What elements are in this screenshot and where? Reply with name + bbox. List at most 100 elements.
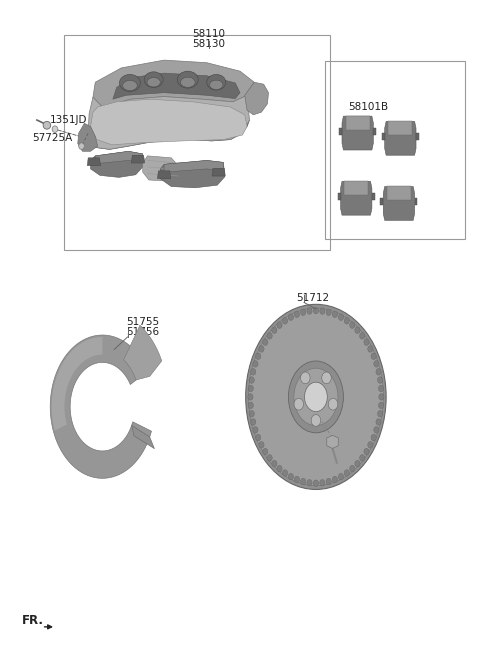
- Ellipse shape: [360, 332, 365, 339]
- Ellipse shape: [272, 461, 277, 467]
- Ellipse shape: [368, 442, 373, 448]
- Polygon shape: [384, 187, 415, 220]
- Ellipse shape: [320, 480, 325, 486]
- Polygon shape: [382, 133, 384, 140]
- Polygon shape: [157, 171, 171, 179]
- Polygon shape: [342, 116, 373, 150]
- Polygon shape: [341, 181, 372, 215]
- Ellipse shape: [178, 71, 198, 88]
- Ellipse shape: [263, 339, 268, 346]
- Ellipse shape: [251, 419, 256, 425]
- Ellipse shape: [249, 411, 254, 417]
- Text: 51756: 51756: [126, 327, 159, 337]
- Ellipse shape: [377, 377, 383, 383]
- Text: 51712: 51712: [296, 293, 329, 304]
- Polygon shape: [87, 120, 250, 149]
- Ellipse shape: [300, 478, 306, 485]
- Ellipse shape: [259, 442, 264, 448]
- Ellipse shape: [52, 126, 58, 133]
- Ellipse shape: [332, 311, 337, 317]
- Ellipse shape: [374, 426, 379, 433]
- Ellipse shape: [277, 322, 282, 328]
- Ellipse shape: [249, 308, 384, 486]
- Polygon shape: [88, 95, 250, 149]
- Polygon shape: [160, 160, 225, 188]
- Text: 51755: 51755: [126, 317, 159, 327]
- Polygon shape: [388, 122, 412, 135]
- Ellipse shape: [364, 448, 369, 455]
- Polygon shape: [381, 198, 384, 205]
- Ellipse shape: [180, 77, 195, 87]
- Ellipse shape: [311, 415, 321, 426]
- Text: 1351JD: 1351JD: [50, 115, 88, 125]
- Polygon shape: [415, 198, 418, 205]
- Ellipse shape: [288, 314, 293, 321]
- Ellipse shape: [267, 332, 272, 339]
- Ellipse shape: [376, 369, 381, 375]
- Ellipse shape: [300, 372, 310, 384]
- Polygon shape: [143, 156, 179, 181]
- Ellipse shape: [374, 361, 379, 367]
- Ellipse shape: [282, 470, 288, 476]
- Ellipse shape: [307, 480, 312, 486]
- Ellipse shape: [294, 398, 303, 410]
- Ellipse shape: [371, 353, 376, 359]
- Polygon shape: [164, 160, 223, 172]
- Polygon shape: [91, 151, 143, 177]
- Ellipse shape: [251, 369, 256, 375]
- Ellipse shape: [288, 361, 343, 433]
- Polygon shape: [78, 124, 97, 151]
- Ellipse shape: [263, 448, 268, 455]
- Polygon shape: [113, 73, 240, 99]
- Ellipse shape: [344, 470, 349, 476]
- Ellipse shape: [249, 377, 254, 383]
- Text: 1220FS: 1220FS: [333, 441, 371, 451]
- Ellipse shape: [349, 465, 355, 472]
- Ellipse shape: [255, 353, 261, 359]
- Polygon shape: [344, 181, 368, 195]
- Ellipse shape: [371, 434, 376, 441]
- Ellipse shape: [267, 455, 272, 461]
- Text: 58130: 58130: [192, 39, 226, 49]
- Ellipse shape: [248, 385, 253, 392]
- Ellipse shape: [255, 434, 261, 441]
- Ellipse shape: [355, 461, 360, 467]
- Polygon shape: [416, 133, 419, 140]
- Ellipse shape: [364, 339, 369, 346]
- Ellipse shape: [79, 143, 84, 149]
- Ellipse shape: [294, 311, 300, 317]
- Polygon shape: [212, 168, 225, 176]
- Polygon shape: [50, 335, 152, 478]
- Ellipse shape: [355, 327, 360, 334]
- Polygon shape: [346, 116, 370, 129]
- Polygon shape: [93, 60, 254, 107]
- Ellipse shape: [253, 426, 258, 433]
- Ellipse shape: [322, 372, 331, 384]
- Text: 57725A: 57725A: [32, 133, 72, 143]
- Polygon shape: [132, 155, 144, 163]
- Ellipse shape: [210, 80, 223, 89]
- Polygon shape: [339, 128, 342, 135]
- Polygon shape: [338, 193, 341, 200]
- Polygon shape: [132, 425, 155, 449]
- Ellipse shape: [338, 474, 344, 480]
- Polygon shape: [372, 193, 375, 200]
- Bar: [64, 35, 330, 250]
- Ellipse shape: [313, 480, 319, 486]
- Ellipse shape: [320, 307, 325, 314]
- Ellipse shape: [43, 122, 51, 129]
- Ellipse shape: [377, 411, 383, 417]
- Ellipse shape: [246, 304, 386, 489]
- Polygon shape: [245, 82, 268, 115]
- Ellipse shape: [349, 322, 355, 328]
- Ellipse shape: [294, 476, 300, 483]
- Ellipse shape: [326, 309, 331, 315]
- Ellipse shape: [248, 394, 253, 400]
- Ellipse shape: [207, 74, 226, 90]
- Ellipse shape: [344, 317, 349, 324]
- Ellipse shape: [253, 361, 258, 367]
- Ellipse shape: [277, 465, 282, 472]
- Ellipse shape: [378, 385, 384, 392]
- Polygon shape: [96, 151, 143, 164]
- Ellipse shape: [122, 80, 137, 91]
